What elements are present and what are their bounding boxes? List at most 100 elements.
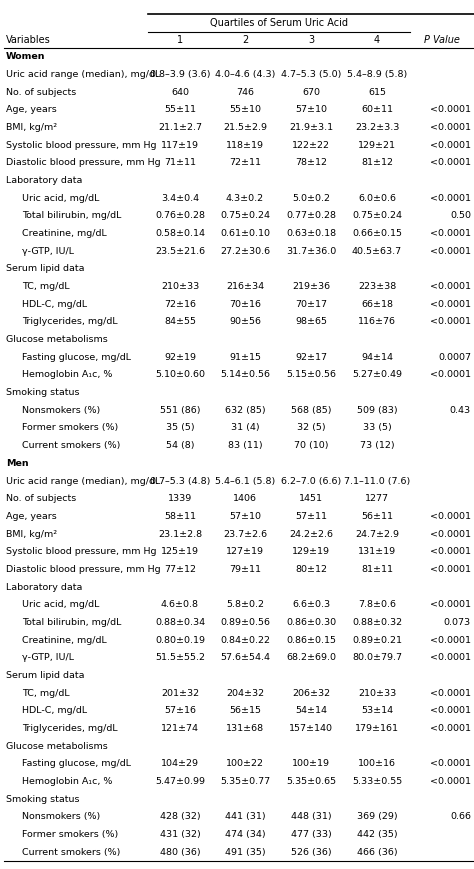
Text: 21.9±3.1: 21.9±3.1 [289, 123, 333, 132]
Text: Systolic blood pressure, mm Hg: Systolic blood pressure, mm Hg [6, 141, 156, 149]
Text: Hemoglobin A₁c, %: Hemoglobin A₁c, % [22, 370, 112, 380]
Text: 24.2±2.6: 24.2±2.6 [289, 529, 333, 539]
Text: 5.10±0.60: 5.10±0.60 [155, 370, 205, 380]
Text: 0.073: 0.073 [444, 618, 471, 627]
Text: Women: Women [6, 52, 46, 62]
Text: BMI, kg/m²: BMI, kg/m² [6, 529, 57, 539]
Text: 58±11: 58±11 [164, 512, 196, 521]
Text: 70±17: 70±17 [295, 300, 327, 308]
Text: 5.35±0.65: 5.35±0.65 [286, 777, 336, 786]
Text: 0.8–3.9 (3.6): 0.8–3.9 (3.6) [150, 70, 210, 79]
Text: Nonsmokers (%): Nonsmokers (%) [22, 406, 100, 415]
Text: Fasting glucose, mg/dL: Fasting glucose, mg/dL [22, 353, 131, 362]
Text: 0.86±0.30: 0.86±0.30 [286, 618, 336, 627]
Text: 210±33: 210±33 [161, 282, 199, 291]
Text: 33 (5): 33 (5) [363, 423, 392, 433]
Text: Laboratory data: Laboratory data [6, 582, 82, 592]
Text: 3.4±0.4: 3.4±0.4 [161, 194, 199, 202]
Text: 66±18: 66±18 [361, 300, 393, 308]
Text: 129±21: 129±21 [358, 141, 396, 149]
Text: 526 (36): 526 (36) [291, 847, 331, 857]
Text: No. of subjects: No. of subjects [6, 494, 76, 503]
Text: 23.2±3.3: 23.2±3.3 [355, 123, 399, 132]
Text: 21.1±2.7: 21.1±2.7 [158, 123, 202, 132]
Text: 1451: 1451 [299, 494, 323, 503]
Text: No. of subjects: No. of subjects [6, 88, 76, 96]
Text: Fasting glucose, mg/dL: Fasting glucose, mg/dL [22, 760, 131, 768]
Text: 157±140: 157±140 [289, 724, 333, 733]
Text: Creatinine, mg/dL: Creatinine, mg/dL [22, 229, 107, 238]
Text: 55±10: 55±10 [229, 105, 261, 115]
Text: Serum lipid data: Serum lipid data [6, 264, 84, 274]
Text: 57.6±54.4: 57.6±54.4 [220, 653, 270, 662]
Text: Former smokers (%): Former smokers (%) [22, 830, 118, 839]
Text: 0.76±0.28: 0.76±0.28 [155, 211, 205, 221]
Text: 0.80±0.19: 0.80±0.19 [155, 635, 205, 645]
Text: 204±32: 204±32 [226, 688, 264, 698]
Text: 1339: 1339 [168, 494, 192, 503]
Text: 5.27±0.49: 5.27±0.49 [352, 370, 402, 380]
Text: 0.63±0.18: 0.63±0.18 [286, 229, 336, 238]
Text: 129±19: 129±19 [292, 547, 330, 556]
Text: Diastolic blood pressure, mm Hg: Diastolic blood pressure, mm Hg [6, 565, 161, 574]
Text: 1: 1 [177, 35, 183, 45]
Text: 100±22: 100±22 [226, 760, 264, 768]
Text: 6.0±0.6: 6.0±0.6 [358, 194, 396, 202]
Text: 51.5±55.2: 51.5±55.2 [155, 653, 205, 662]
Text: 0.61±0.10: 0.61±0.10 [220, 229, 270, 238]
Text: <0.0001: <0.0001 [430, 158, 471, 168]
Text: <0.0001: <0.0001 [430, 565, 471, 574]
Text: 0.84±0.22: 0.84±0.22 [220, 635, 270, 645]
Text: <0.0001: <0.0001 [430, 247, 471, 255]
Text: 35 (5): 35 (5) [166, 423, 194, 433]
Text: 491 (35): 491 (35) [225, 847, 265, 857]
Text: <0.0001: <0.0001 [430, 141, 471, 149]
Text: <0.0001: <0.0001 [430, 760, 471, 768]
Text: 4.0–4.6 (4.3): 4.0–4.6 (4.3) [215, 70, 275, 79]
Text: <0.0001: <0.0001 [430, 529, 471, 539]
Text: 56±15: 56±15 [229, 706, 261, 715]
Text: 79±11: 79±11 [229, 565, 261, 574]
Text: 100±19: 100±19 [292, 760, 330, 768]
Text: Age, years: Age, years [6, 512, 57, 521]
Text: 121±74: 121±74 [161, 724, 199, 733]
Text: 0.89±0.21: 0.89±0.21 [352, 635, 402, 645]
Text: 474 (34): 474 (34) [225, 830, 265, 839]
Text: 80±12: 80±12 [295, 565, 327, 574]
Text: <0.0001: <0.0001 [430, 123, 471, 132]
Text: Systolic blood pressure, mm Hg: Systolic blood pressure, mm Hg [6, 547, 156, 556]
Text: 54 (8): 54 (8) [166, 441, 194, 450]
Text: 477 (33): 477 (33) [291, 830, 331, 839]
Text: Variables: Variables [6, 35, 51, 45]
Text: Triglycerides, mg/dL: Triglycerides, mg/dL [22, 317, 118, 327]
Text: 81±11: 81±11 [361, 565, 393, 574]
Text: 100±16: 100±16 [358, 760, 396, 768]
Text: 466 (36): 466 (36) [357, 847, 397, 857]
Text: 5.0±0.2: 5.0±0.2 [292, 194, 330, 202]
Text: 0.66±0.15: 0.66±0.15 [352, 229, 402, 238]
Text: 0.77±0.28: 0.77±0.28 [286, 211, 336, 221]
Text: 442 (35): 442 (35) [357, 830, 397, 839]
Text: 53±14: 53±14 [361, 706, 393, 715]
Text: 118±19: 118±19 [226, 141, 264, 149]
Text: 0.88±0.32: 0.88±0.32 [352, 618, 402, 627]
Text: Quartiles of Serum Uric Acid: Quartiles of Serum Uric Acid [210, 18, 348, 28]
Text: 1406: 1406 [233, 494, 257, 503]
Text: 201±32: 201±32 [161, 688, 199, 698]
Text: 40.5±63.7: 40.5±63.7 [352, 247, 402, 255]
Text: <0.0001: <0.0001 [430, 724, 471, 733]
Text: 4.6±0.8: 4.6±0.8 [161, 600, 199, 609]
Text: <0.0001: <0.0001 [430, 688, 471, 698]
Text: 81±12: 81±12 [361, 158, 393, 168]
Text: 77±12: 77±12 [164, 565, 196, 574]
Text: 448 (31): 448 (31) [291, 813, 331, 821]
Text: 23.5±21.6: 23.5±21.6 [155, 247, 205, 255]
Text: Smoking status: Smoking status [6, 794, 80, 804]
Text: 509 (83): 509 (83) [357, 406, 397, 415]
Text: γ-GTP, IU/L: γ-GTP, IU/L [22, 247, 74, 255]
Text: 6.6±0.3: 6.6±0.3 [292, 600, 330, 609]
Text: BMI, kg/m²: BMI, kg/m² [6, 123, 57, 132]
Text: 223±38: 223±38 [358, 282, 396, 291]
Text: 57±10: 57±10 [295, 105, 327, 115]
Text: 83 (11): 83 (11) [228, 441, 262, 450]
